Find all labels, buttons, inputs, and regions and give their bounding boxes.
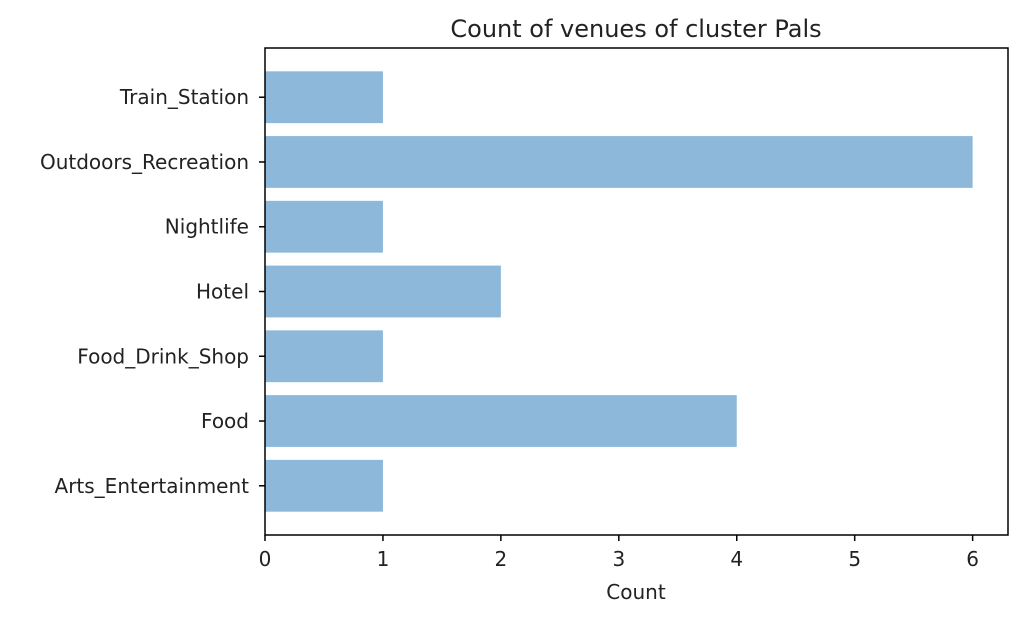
bar-food-drink-shop (265, 330, 383, 383)
bar-train-station (265, 71, 383, 124)
y-tick-label: Nightlife (165, 215, 249, 239)
bar-arts-entertainment (265, 459, 383, 512)
y-tick-label: Outdoors_Recreation (40, 150, 249, 174)
y-tick-label: Arts_Entertainment (55, 474, 250, 498)
y-axis: Arts_Entertainment Food Food_Drink_Shop Hot… (40, 85, 265, 498)
x-axis: 0 1 2 3 4 5 6 (259, 535, 979, 571)
x-axis-label: Count (606, 580, 666, 604)
x-tick-label: 6 (966, 547, 979, 571)
x-tick-label: 5 (848, 547, 861, 571)
x-tick-label: 2 (495, 547, 508, 571)
bar-nightlife (265, 200, 383, 253)
bar-food (265, 395, 737, 447)
x-tick-label: 3 (612, 547, 625, 571)
y-tick-label: Train_Station (119, 85, 249, 109)
chart-title: Count of venues of cluster Pals (450, 15, 821, 43)
x-tick-label: 4 (730, 547, 743, 571)
y-tick-label: Hotel (196, 280, 249, 304)
y-tick-label: Food (201, 409, 249, 433)
bar-outdoors-recreation (265, 136, 973, 188)
y-tick-label: Food_Drink_Shop (77, 344, 249, 368)
bar-hotel (265, 265, 501, 318)
bars-layer (265, 71, 973, 512)
x-tick-label: 1 (377, 547, 390, 571)
x-tick-label: 0 (259, 547, 272, 571)
